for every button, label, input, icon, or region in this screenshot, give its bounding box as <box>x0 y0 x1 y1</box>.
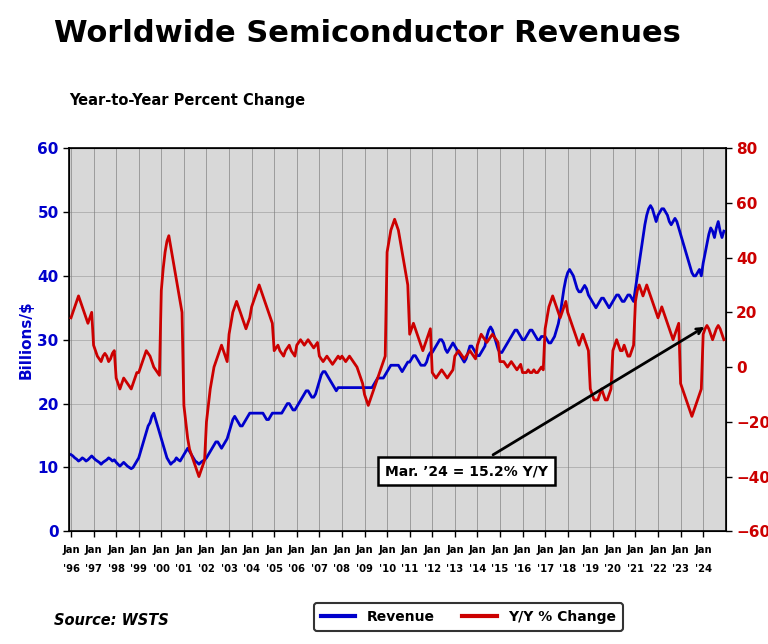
Text: Jan: Jan <box>423 545 441 554</box>
Text: Jan: Jan <box>649 545 667 554</box>
Text: '10: '10 <box>379 564 396 574</box>
Text: Jan: Jan <box>401 545 419 554</box>
Text: '16: '16 <box>514 564 531 574</box>
Text: Year-to-Year Percent Change: Year-to-Year Percent Change <box>69 93 305 108</box>
Text: Mar. ’24 = 15.2% Y/Y: Mar. ’24 = 15.2% Y/Y <box>385 328 702 478</box>
Text: Jan: Jan <box>581 545 599 554</box>
Text: '20: '20 <box>604 564 621 574</box>
Text: Jan: Jan <box>175 545 193 554</box>
Text: '98: '98 <box>108 564 124 574</box>
Text: Jan: Jan <box>108 545 125 554</box>
Text: Jan: Jan <box>197 545 215 554</box>
Text: Jan: Jan <box>627 545 644 554</box>
Text: Jan: Jan <box>672 545 690 554</box>
Text: '14: '14 <box>468 564 486 574</box>
Text: '00: '00 <box>153 564 170 574</box>
Text: Worldwide Semiconductor Revenues: Worldwide Semiconductor Revenues <box>54 19 680 48</box>
Text: '24: '24 <box>694 564 712 574</box>
Text: '21: '21 <box>627 564 644 574</box>
Text: '09: '09 <box>356 564 373 574</box>
Text: Jan: Jan <box>153 545 170 554</box>
Text: '05: '05 <box>266 564 283 574</box>
Text: Jan: Jan <box>333 545 351 554</box>
Text: Jan: Jan <box>468 545 486 554</box>
Text: '96: '96 <box>62 564 80 574</box>
Text: '15: '15 <box>492 564 508 574</box>
Text: '22: '22 <box>650 564 667 574</box>
Y-axis label: Billions/$: Billions/$ <box>18 300 33 379</box>
Text: Jan: Jan <box>446 545 464 554</box>
Text: Jan: Jan <box>288 545 306 554</box>
Text: Jan: Jan <box>536 545 554 554</box>
Text: Jan: Jan <box>379 545 396 554</box>
Text: '07: '07 <box>311 564 328 574</box>
Text: Jan: Jan <box>604 545 621 554</box>
Text: Jan: Jan <box>694 545 712 554</box>
Text: Jan: Jan <box>310 545 328 554</box>
Text: '23: '23 <box>672 564 689 574</box>
Text: '17: '17 <box>537 564 554 574</box>
Text: '19: '19 <box>581 564 599 574</box>
Text: Jan: Jan <box>220 545 238 554</box>
Text: Jan: Jan <box>492 545 508 554</box>
Text: Source: WSTS: Source: WSTS <box>54 613 168 628</box>
Text: '02: '02 <box>198 564 215 574</box>
Text: Jan: Jan <box>356 545 373 554</box>
Text: '13: '13 <box>446 564 463 574</box>
Text: Jan: Jan <box>243 545 260 554</box>
Legend: Revenue, Y/Y % Change: Revenue, Y/Y % Change <box>314 603 623 630</box>
Text: Jan: Jan <box>514 545 531 554</box>
Text: Jan: Jan <box>62 545 80 554</box>
Text: '99: '99 <box>131 564 147 574</box>
Text: '08: '08 <box>333 564 350 574</box>
Text: Jan: Jan <box>559 545 577 554</box>
Text: '12: '12 <box>424 564 441 574</box>
Text: '18: '18 <box>559 564 576 574</box>
Text: '97: '97 <box>85 564 102 574</box>
Text: '03: '03 <box>220 564 237 574</box>
Text: '04: '04 <box>243 564 260 574</box>
Text: '01: '01 <box>175 564 193 574</box>
Text: '11: '11 <box>401 564 419 574</box>
Text: Jan: Jan <box>130 545 147 554</box>
Text: '06: '06 <box>288 564 306 574</box>
Text: Jan: Jan <box>266 545 283 554</box>
Text: Jan: Jan <box>84 545 102 554</box>
